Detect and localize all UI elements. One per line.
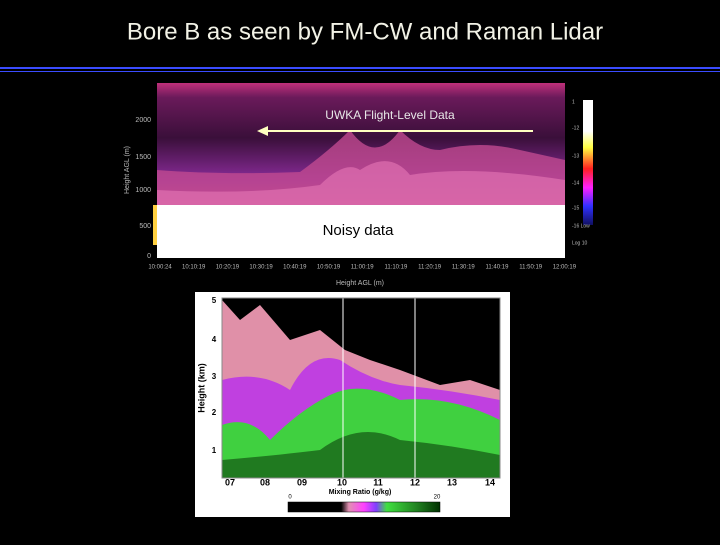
colorbar-label: Log 10 — [572, 240, 588, 246]
x-tick-label: 10:30:19 — [249, 265, 273, 271]
x-tick-label: 10 — [337, 477, 347, 487]
x-tick-label: 10:10:19 — [182, 265, 206, 271]
title-rule — [0, 67, 720, 69]
y-tick-label: 5 — [212, 296, 217, 305]
colorbar-label: -12 — [572, 125, 579, 131]
x-tick-label: 12:00:19 — [553, 265, 577, 271]
y-tick-label: 3 — [212, 372, 217, 381]
y-tick-label: 2 — [212, 408, 217, 417]
x-tick-label: 11:10:19 — [384, 265, 408, 271]
x-tick-label: 08 — [260, 477, 270, 487]
colorbar-label: 1 — [572, 99, 575, 105]
axis-label: Mixing Ratio (g/kg) — [329, 489, 392, 496]
lidar-panel: Height (km) Mixing Ratio (g/kg) 5 4 3 2 1 07 0… — [195, 292, 510, 517]
axis-label: Height (km) — [196, 363, 206, 413]
x-tick-label: 11:30:19 — [452, 265, 476, 271]
radar-echo — [157, 161, 565, 205]
x-tick-label: 11:50:19 — [519, 265, 543, 271]
x-tick-label: 07 — [225, 477, 235, 487]
radar-edge — [153, 205, 157, 245]
colorbar-label: 20 — [434, 495, 441, 501]
annotation: Noisy data — [323, 222, 395, 239]
annotation: UWKA Flight-Level Data — [325, 108, 455, 122]
x-tick-label: 11:20:19 — [418, 265, 442, 271]
y-tick-label: 2000 — [135, 117, 151, 124]
y-tick-label: 1500 — [135, 154, 151, 161]
colorbar — [287, 501, 441, 513]
colorbar-label: -16 Low — [572, 223, 590, 229]
x-tick-label: 12 — [410, 477, 420, 487]
y-tick-label: 0 — [147, 253, 151, 260]
x-tick-label: 10:00:24 — [148, 265, 172, 271]
axis-label: Height AGL (m) — [124, 146, 131, 194]
y-tick-label: 500 — [139, 223, 151, 230]
colorbar — [583, 100, 593, 225]
x-tick-label: 10:50:19 — [317, 265, 341, 271]
colorbar-label: -15 — [572, 205, 579, 211]
x-tick-label: 11:00:19 — [351, 265, 375, 271]
colorbar-label: 0 — [288, 495, 292, 501]
arrow-head — [257, 126, 268, 136]
lidar-moist — [222, 432, 500, 478]
y-tick-label: 1000 — [135, 187, 151, 194]
axis-label: Height AGL (m) — [336, 280, 384, 287]
radar-panel: UWKA Flight-Level Data Noisy data Height… — [124, 83, 593, 287]
y-tick-label: 1 — [212, 446, 217, 455]
x-tick-label: 14 — [485, 477, 495, 487]
x-tick-label: 11 — [373, 477, 383, 487]
noisy-region — [157, 205, 565, 258]
plot-frame — [221, 297, 501, 479]
x-tick-label: 10:40:19 — [283, 265, 307, 271]
x-tick-label: 10:20:19 — [216, 265, 240, 271]
title-rule — [0, 71, 720, 72]
x-tick-label: 11:40:19 — [486, 265, 510, 271]
y-tick-label: 4 — [212, 335, 217, 344]
slide-title: Bore B as seen by FM-CW and Raman Lidar — [127, 18, 603, 45]
colorbar-label: -14 — [572, 180, 579, 186]
x-tick-label: 13 — [447, 477, 457, 487]
x-tick-label: 09 — [297, 477, 307, 487]
colorbar-label: -13 — [572, 153, 579, 159]
